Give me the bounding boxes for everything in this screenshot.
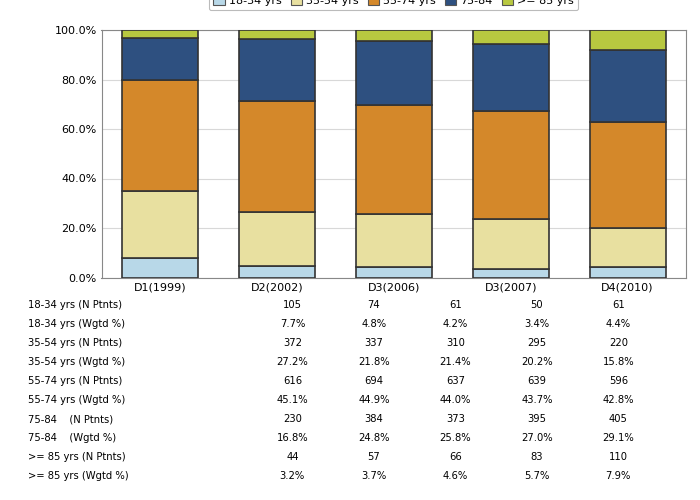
- Bar: [239, 30, 315, 39]
- Bar: [122, 38, 198, 80]
- Bar: [473, 219, 549, 269]
- Text: 372: 372: [283, 338, 302, 348]
- Text: 16.8%: 16.8%: [276, 433, 308, 443]
- Bar: [473, 269, 549, 278]
- Text: 57: 57: [368, 452, 380, 462]
- Text: 66: 66: [449, 452, 462, 462]
- Text: 405: 405: [609, 414, 628, 424]
- Bar: [122, 80, 198, 191]
- Text: 230: 230: [283, 414, 302, 424]
- Bar: [589, 266, 666, 278]
- Text: 35-54 yrs (N Ptnts): 35-54 yrs (N Ptnts): [27, 338, 122, 348]
- Text: 7.7%: 7.7%: [280, 319, 305, 329]
- Text: 337: 337: [365, 338, 384, 348]
- Text: 50: 50: [531, 300, 543, 310]
- Bar: [356, 30, 432, 42]
- Text: 373: 373: [446, 414, 465, 424]
- Text: 4.6%: 4.6%: [442, 471, 468, 481]
- Text: 74: 74: [368, 300, 380, 310]
- Text: 35-54 yrs (Wgtd %): 35-54 yrs (Wgtd %): [27, 357, 125, 367]
- Text: 395: 395: [527, 414, 546, 424]
- Text: 61: 61: [612, 300, 624, 310]
- Text: 21.8%: 21.8%: [358, 357, 390, 367]
- Bar: [589, 30, 666, 50]
- Text: 15.8%: 15.8%: [603, 357, 634, 367]
- Text: 310: 310: [446, 338, 465, 348]
- Bar: [473, 30, 549, 44]
- Text: 61: 61: [449, 300, 462, 310]
- Text: 42.8%: 42.8%: [603, 395, 634, 405]
- Text: 4.2%: 4.2%: [442, 319, 468, 329]
- Text: 24.8%: 24.8%: [358, 433, 390, 443]
- Bar: [239, 100, 315, 212]
- Bar: [122, 191, 198, 258]
- Bar: [239, 39, 315, 100]
- Text: 295: 295: [527, 338, 547, 348]
- Bar: [356, 214, 432, 267]
- Text: 3.4%: 3.4%: [524, 319, 550, 329]
- Text: 20.2%: 20.2%: [521, 357, 552, 367]
- Text: 25.8%: 25.8%: [440, 433, 471, 443]
- Text: 27.0%: 27.0%: [521, 433, 552, 443]
- Bar: [122, 30, 198, 38]
- Text: 105: 105: [283, 300, 302, 310]
- Text: 4.4%: 4.4%: [606, 319, 631, 329]
- Text: 384: 384: [365, 414, 383, 424]
- Text: 220: 220: [609, 338, 628, 348]
- Text: 3.7%: 3.7%: [361, 471, 386, 481]
- Bar: [589, 122, 666, 228]
- Text: 5.7%: 5.7%: [524, 471, 550, 481]
- Text: 43.7%: 43.7%: [521, 395, 552, 405]
- Bar: [239, 212, 315, 266]
- Text: 694: 694: [365, 376, 384, 386]
- Text: 7.9%: 7.9%: [606, 471, 631, 481]
- Bar: [122, 258, 198, 278]
- Bar: [356, 105, 432, 214]
- Text: 44.0%: 44.0%: [440, 395, 471, 405]
- Bar: [473, 44, 549, 111]
- Text: 21.4%: 21.4%: [440, 357, 471, 367]
- Text: >= 85 yrs (N Ptnts): >= 85 yrs (N Ptnts): [27, 452, 125, 462]
- Bar: [356, 267, 432, 278]
- Text: 18-34 yrs (Wgtd %): 18-34 yrs (Wgtd %): [27, 319, 125, 329]
- Text: 55-74 yrs (Wgtd %): 55-74 yrs (Wgtd %): [27, 395, 125, 405]
- Text: 75-84    (N Ptnts): 75-84 (N Ptnts): [27, 414, 113, 424]
- Text: 3.2%: 3.2%: [280, 471, 305, 481]
- Legend: 18-34 yrs, 35-54 yrs, 55-74 yrs, 75-84, >= 85 yrs: 18-34 yrs, 35-54 yrs, 55-74 yrs, 75-84, …: [209, 0, 578, 10]
- Text: 4.8%: 4.8%: [361, 319, 386, 329]
- Text: >= 85 yrs (Wgtd %): >= 85 yrs (Wgtd %): [27, 471, 128, 481]
- Text: 44.9%: 44.9%: [358, 395, 390, 405]
- Text: 18-34 yrs (N Ptnts): 18-34 yrs (N Ptnts): [27, 300, 122, 310]
- Text: 596: 596: [609, 376, 628, 386]
- Bar: [473, 111, 549, 219]
- Text: 75-84    (Wgtd %): 75-84 (Wgtd %): [27, 433, 116, 443]
- Text: 44: 44: [286, 452, 299, 462]
- Text: 27.2%: 27.2%: [276, 357, 308, 367]
- Text: 55-74 yrs (N Ptnts): 55-74 yrs (N Ptnts): [27, 376, 122, 386]
- Text: 639: 639: [527, 376, 546, 386]
- Text: 29.1%: 29.1%: [603, 433, 634, 443]
- Text: 637: 637: [446, 376, 465, 386]
- Bar: [239, 266, 315, 278]
- Text: 616: 616: [283, 376, 302, 386]
- Text: 110: 110: [609, 452, 628, 462]
- Text: 83: 83: [531, 452, 543, 462]
- Bar: [356, 42, 432, 105]
- Text: 45.1%: 45.1%: [276, 395, 308, 405]
- Bar: [589, 50, 666, 122]
- Bar: [589, 228, 666, 266]
